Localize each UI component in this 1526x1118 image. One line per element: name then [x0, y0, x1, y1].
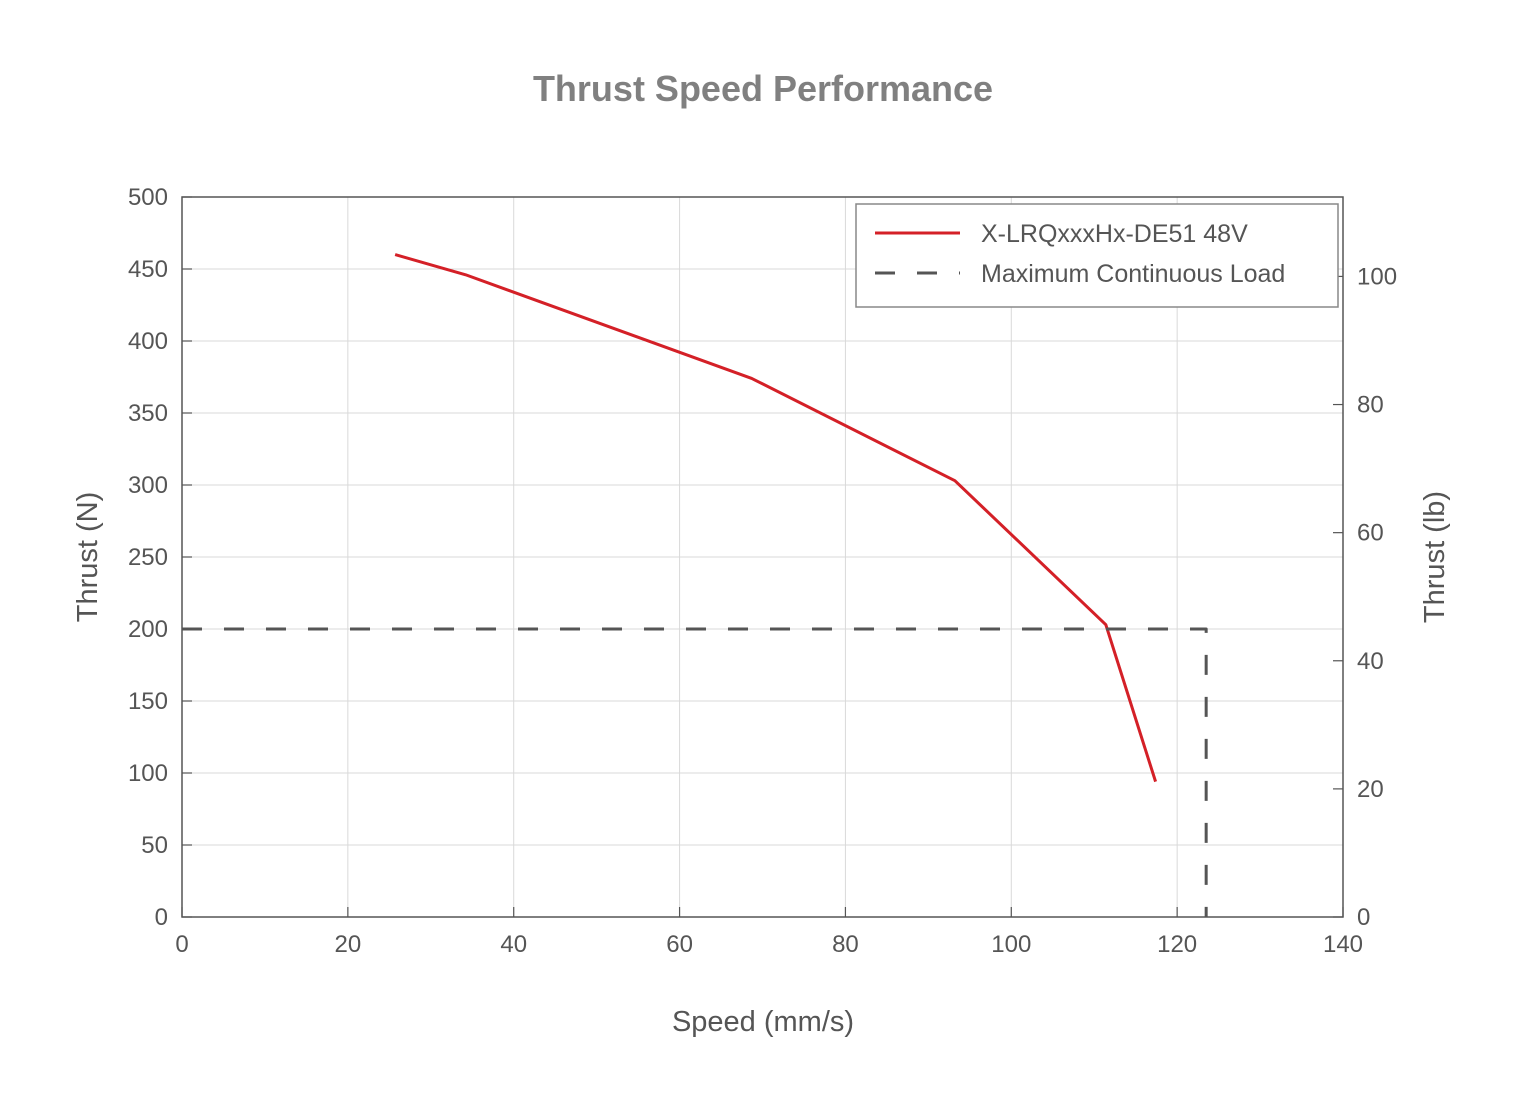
chart-title: Thrust Speed Performance — [533, 68, 993, 109]
y-tick-label: 400 — [128, 328, 168, 355]
legend-label-series-2: Maximum Continuous Load — [981, 260, 1285, 288]
legend: X-LRQxxxHx-DE51 48V Maximum Continuous L… — [855, 203, 1339, 308]
x-tick-label: 120 — [1157, 931, 1197, 958]
x-tick-label: 0 — [175, 931, 188, 958]
y-tick-label: 350 — [128, 400, 168, 427]
y2-tick-label: 40 — [1357, 648, 1384, 675]
y-tick-label: 300 — [128, 472, 168, 499]
x-axis-ticks: 0 20 40 60 80 100 120 140 — [175, 907, 1363, 958]
series-line-2 — [182, 627, 1208, 917]
series-line-1 — [394, 253, 1158, 783]
y-tick-label: 100 — [128, 760, 168, 787]
y2-tick-label: 80 — [1357, 392, 1384, 419]
y2-tick-label: 0 — [1357, 904, 1370, 931]
y-tick-label: 200 — [128, 616, 168, 643]
y2-axis-label: Thrust (lb) — [1419, 491, 1451, 623]
y-tick-label: 450 — [128, 256, 168, 283]
x-tick-label: 80 — [832, 931, 859, 958]
y2-tick-label: 20 — [1357, 776, 1384, 803]
x-tick-label: 100 — [991, 931, 1031, 958]
y2-axis-ticks: 0 20 40 60 80 100 — [1333, 263, 1397, 931]
series-layer — [182, 253, 1208, 917]
x-tick-label: 40 — [500, 931, 527, 958]
y-axis-label: Thrust (N) — [72, 492, 104, 623]
x-tick-label: 140 — [1323, 931, 1363, 958]
x-tick-label: 20 — [335, 931, 362, 958]
y-tick-label: 150 — [128, 688, 168, 715]
x-tick-label: 60 — [666, 931, 693, 958]
y-axis-ticks: 0 50 100 150 200 250 300 350 400 450 500 — [128, 184, 192, 931]
y-tick-label: 50 — [141, 832, 168, 859]
y-tick-label: 250 — [128, 544, 168, 571]
legend-box — [855, 203, 1339, 308]
y2-tick-label: 60 — [1357, 520, 1384, 547]
y-tick-label: 500 — [128, 184, 168, 211]
y-tick-label: 0 — [155, 904, 168, 931]
legend-label-series-1: X-LRQxxxHx-DE51 48V — [981, 220, 1248, 248]
x-axis-label: Speed (mm/s) — [672, 1006, 854, 1038]
y2-tick-label: 100 — [1357, 263, 1397, 290]
